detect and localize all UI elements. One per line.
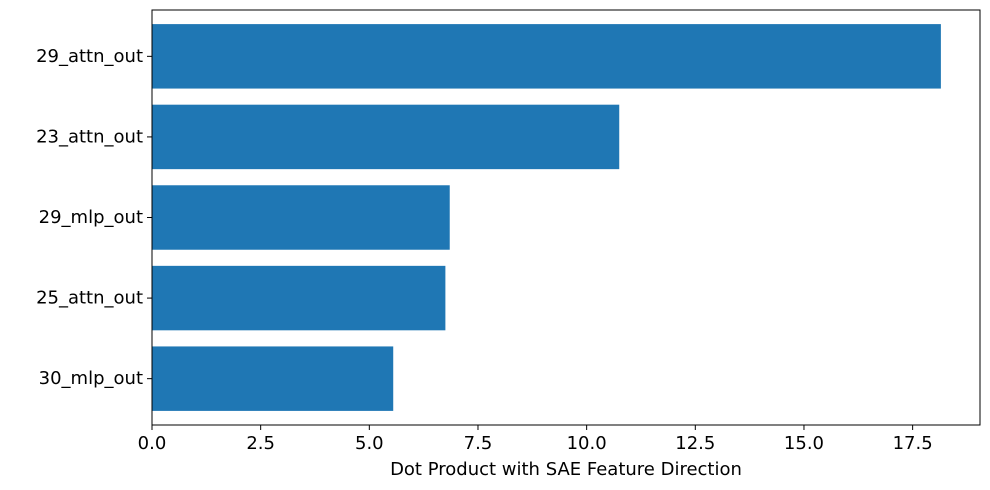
y-tick-label: 30_mlp_out [39, 368, 143, 389]
x-tick-label: 5.0 [355, 433, 384, 454]
bars-group [152, 24, 941, 411]
bar-29_mlp_out [152, 185, 450, 250]
bar-29_attn_out [152, 24, 941, 89]
x-axis-label: Dot Product with SAE Feature Direction [390, 459, 742, 480]
y-tick-label: 29_mlp_out [39, 207, 143, 228]
plot-frame [151, 9, 981, 426]
bar-25_attn_out [152, 265, 446, 331]
bar-23_attn_out [152, 104, 620, 170]
y-tick-label: 25_attn_out [36, 288, 143, 309]
x-tick-label: 0.0 [138, 433, 167, 454]
y-tick-label: 29_attn_out [36, 46, 143, 67]
bar-30_mlp_out [152, 346, 394, 411]
x-tick-label: 12.5 [675, 433, 715, 454]
x-tick-label: 17.5 [893, 433, 933, 454]
x-axis-ticks: 0.0 2.5 5.0 7.5 10.0 12.5 15.0 17.5 [138, 425, 933, 454]
y-tick-label: 23_attn_out [36, 126, 143, 147]
y-axis-ticks: 29_attn_out 23_attn_out 29_mlp_out 25_attn_… [36, 46, 152, 389]
x-tick-label: 15.0 [784, 433, 824, 454]
x-tick-label: 7.5 [464, 433, 493, 454]
x-tick-label: 2.5 [246, 433, 275, 454]
x-tick-label: 10.0 [567, 433, 607, 454]
